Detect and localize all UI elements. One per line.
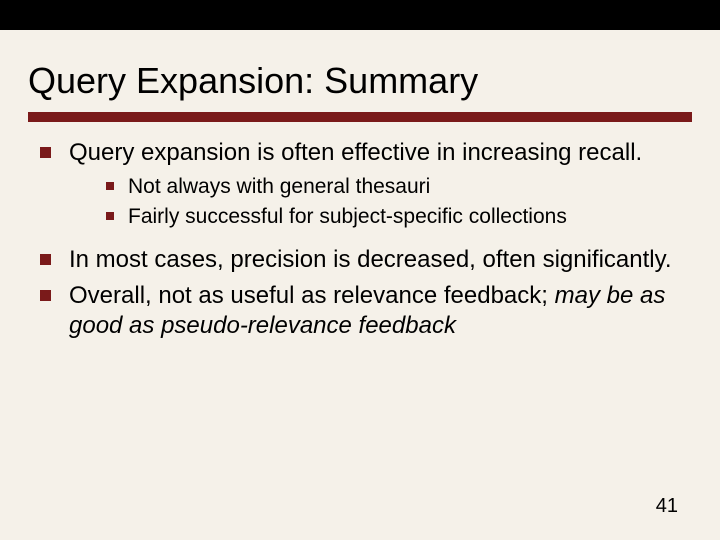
slide-title: Query Expansion: Summary	[28, 60, 478, 102]
list-item: In most cases, precision is decreased, o…	[40, 245, 680, 275]
bullet-text-plain: Overall, not as useful as relevance feed…	[69, 282, 555, 309]
square-bullet-icon	[40, 290, 51, 301]
list-item: Fairly successful for subject-specific c…	[106, 204, 680, 230]
page-number: 41	[656, 495, 678, 518]
bullet-text: Fairly successful for subject-specific c…	[128, 204, 567, 230]
square-bullet-icon	[106, 182, 114, 190]
sub-list: Not always with general thesauri Fairly …	[106, 174, 680, 231]
top-border	[0, 0, 720, 30]
bullet-text: Query expansion is often effective in in…	[69, 138, 680, 168]
square-bullet-icon	[106, 212, 114, 220]
bullet-text: Overall, not as useful as relevance feed…	[69, 281, 680, 341]
square-bullet-icon	[40, 147, 51, 158]
list-item: Overall, not as useful as relevance feed…	[40, 281, 680, 341]
bullet-text: In most cases, precision is decreased, o…	[69, 245, 680, 275]
title-underline	[28, 112, 692, 122]
slide: Query Expansion: Summary Query expansion…	[0, 0, 720, 540]
list-item: Query expansion is often effective in in…	[40, 138, 680, 168]
square-bullet-icon	[40, 254, 51, 265]
bullet-text: Not always with general thesauri	[128, 174, 430, 200]
list-item: Not always with general thesauri	[106, 174, 680, 200]
content-area: Query expansion is often effective in in…	[40, 138, 680, 347]
